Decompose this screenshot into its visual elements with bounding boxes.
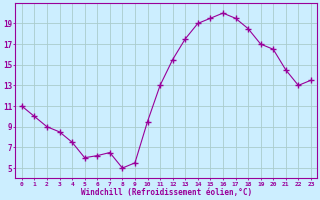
X-axis label: Windchill (Refroidissement éolien,°C): Windchill (Refroidissement éolien,°C) [81, 188, 252, 197]
